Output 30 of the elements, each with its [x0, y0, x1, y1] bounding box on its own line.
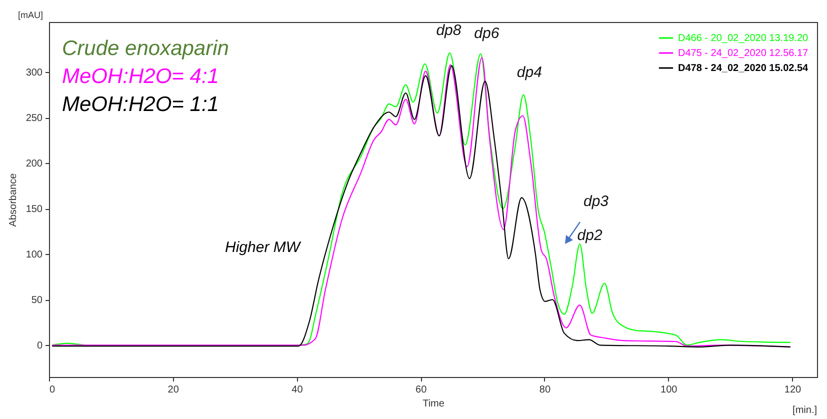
x-tick-label: 120 [784, 384, 802, 396]
y-tick-label: 250 [26, 113, 43, 124]
text: [mAU] [18, 10, 43, 20]
legend-label: D478 - 24_02_2020 15.02.54 [678, 63, 809, 74]
y-tick-label: 50 [31, 295, 43, 306]
annotation: dp3 [583, 193, 610, 210]
annotation: dp4 [516, 64, 542, 81]
annotation: dp2 [577, 227, 603, 244]
annotation: MeOH:H2O= 1:1 [62, 93, 219, 116]
x-tick-label: 20 [168, 384, 180, 396]
x-tick-label: 80 [539, 384, 551, 396]
x-tick-label: 60 [416, 384, 428, 396]
y-tick-label: 200 [26, 158, 43, 170]
x-tick-label: 100 [660, 384, 678, 396]
y-tick-label: 0 [36, 340, 43, 352]
legend-label: D475 - 24_02_2020 12.56.17 [678, 48, 809, 59]
y-axis-title: Absorbance [8, 172, 19, 227]
x-tick-label: 40 [292, 384, 304, 396]
annotation: Crude enoxaparin [62, 37, 229, 60]
x-axis-title: Time [422, 398, 445, 410]
annotation: dp8 [436, 22, 462, 39]
annotation: dp6 [474, 24, 500, 42]
annotation: Higher MW [225, 239, 302, 256]
y-tick-label: 150 [26, 204, 43, 216]
annotation: MeOH:H2O= 4:1 [62, 65, 219, 88]
legend-label: D466 - 20_02_2020 13.19.20 [678, 33, 809, 44]
y-tick-label: 100 [26, 250, 43, 261]
text: [min.] [792, 405, 818, 416]
x-tick-label: 0 [50, 384, 56, 396]
y-tick-label: 300 [26, 68, 43, 79]
